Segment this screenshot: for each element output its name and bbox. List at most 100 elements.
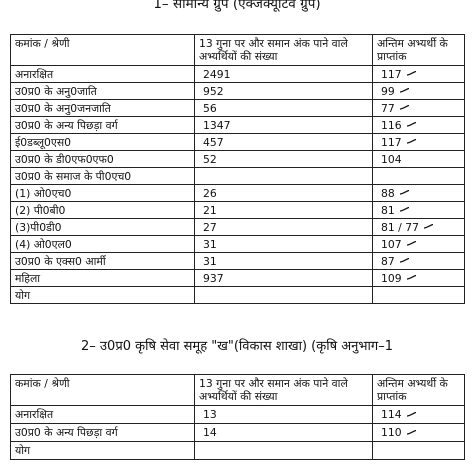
marks-cell-text: 117 (381, 135, 402, 149)
count-cell: 21 (194, 201, 373, 219)
header-marks: अन्तिम अभ्यर्थी के प्राप्तांक (372, 374, 465, 406)
check-mark-icon (406, 429, 416, 435)
table-row: (4) ओ0एल0 31 107 (10, 235, 465, 253)
count-cell-text: 52 (203, 152, 217, 166)
header-count: 13 गुना पर और समान अंक पाने वाले अभ्यर्थ… (194, 374, 373, 406)
section-2-heading: 2– उ0प्र0 कृषि सेवा समूह "ख"(विकास शाखा)… (81, 339, 393, 354)
count-cell: 26 (194, 184, 373, 202)
check-mark-icon (406, 275, 416, 280)
table-row: महिला 937 109 (10, 269, 465, 287)
table-header-row: कमांक / श्रेणी 13 गुना पर और समान अंक पा… (10, 374, 465, 406)
category-cell-text: उ0प्र0 के अन्य पिछड़ा वर्ग (15, 118, 118, 132)
check-mark-icon (406, 139, 416, 144)
count-cell: 31 (194, 235, 373, 253)
check-mark-icon (399, 190, 409, 195)
category-cell: (4) ओ0एल0 (10, 235, 195, 253)
table-row: अनारक्षित 13 114 (10, 405, 465, 424)
category-cell-text: उ0प्र0 के समाज के पी0एच0 (15, 169, 132, 183)
check-mark-icon (399, 88, 409, 93)
table-row: उ0प्र0 के अनु0जनजाति 56 77 (10, 99, 465, 117)
marks-cell: 104 (372, 150, 465, 168)
category-cell-text: योग (15, 444, 31, 457)
count-cell-text: 937 (203, 271, 224, 285)
category-cell: योग (10, 286, 195, 304)
marks-cell-text: 116 (381, 118, 402, 132)
count-cell-text: 26 (203, 186, 217, 200)
section-2-table: कमांक / श्रेणी 13 गुना पर और समान अंक पा… (10, 374, 465, 460)
marks-cell-text: 88 (381, 186, 395, 200)
category-cell: (1) ओ0एच0 (10, 184, 195, 202)
marks-cell-text: 104 (381, 152, 402, 166)
header-count: 13 गुना पर और समान अंक पाने वाले अभ्यर्थ… (194, 34, 373, 66)
table-row: उ0प्र0 के अनु0जाति 952 99 (10, 82, 465, 100)
category-cell-text: (1) ओ0एच0 (15, 186, 72, 200)
count-cell-text: 27 (203, 220, 217, 234)
count-cell: 1347 (194, 116, 373, 134)
count-cell: 2491 (194, 65, 373, 83)
marks-cell: 110 (372, 423, 465, 442)
category-cell-text: उ0प्र0 के अनु0जाति (15, 84, 97, 98)
table-row: ई0डब्लू0एस0 457 117 (10, 133, 465, 151)
check-mark-icon (423, 224, 433, 229)
category-cell-text: (3)पी0डी0 (15, 220, 62, 234)
marks-cell (372, 286, 465, 304)
count-cell: 31 (194, 252, 373, 270)
table-row: अनारक्षित 2491 117 (10, 65, 465, 83)
table-row: उ0प्र0 के एक्स0 आर्मी 31 87 (10, 252, 465, 270)
category-cell-text: उ0प्र0 के डी0एफ0एफ0 (15, 152, 114, 166)
category-cell: उ0प्र0 के डी0एफ0एफ0 (10, 150, 195, 168)
marks-cell: 109 (372, 269, 465, 287)
category-cell: उ0प्र0 के एक्स0 आर्मी (10, 252, 195, 270)
category-cell: उ0प्र0 के अनु0जनजाति (10, 99, 195, 117)
marks-cell-text: 117 (381, 67, 402, 81)
count-cell: 952 (194, 82, 373, 100)
marks-cell-text: 107 (381, 237, 402, 251)
count-cell (194, 441, 373, 460)
category-cell: योग (10, 441, 195, 460)
check-mark-icon (399, 105, 409, 110)
marks-cell-text: 110 (381, 426, 402, 439)
category-cell: ई0डब्लू0एस0 (10, 133, 195, 151)
category-cell: उ0प्र0 के अन्य पिछड़ा वर्ग (10, 116, 195, 134)
count-cell-text: 56 (203, 101, 217, 115)
marks-cell: 87 (372, 252, 465, 270)
category-cell-text: (4) ओ0एल0 (15, 237, 72, 251)
category-cell-text: योग (15, 288, 31, 302)
marks-cell-text: 81 / 77 (381, 220, 419, 234)
count-cell-text: 21 (203, 203, 217, 217)
marks-cell (372, 441, 465, 460)
check-mark-icon (406, 411, 416, 417)
header-category: कमांक / श्रेणी (10, 374, 195, 406)
count-cell-text: 2491 (203, 67, 231, 81)
category-cell: (3)पी0डी0 (10, 218, 195, 236)
category-cell-text: उ0प्र0 के एक्स0 आर्मी (15, 254, 106, 268)
header-category: कमांक / श्रेणी (10, 34, 195, 66)
marks-cell: 88 (372, 184, 465, 202)
category-cell: (2) पी0बी0 (10, 201, 195, 219)
count-cell-text: 952 (203, 84, 224, 98)
marks-cell: 81 / 77 (372, 218, 465, 236)
table-header-row: कमांक / श्रेणी 13 गुना पर और समान अंक पा… (10, 34, 465, 66)
section-1-table: कमांक / श्रेणी 13 गुना पर और समान अंक पा… (10, 34, 465, 304)
category-cell-text: अनारक्षित (15, 67, 54, 81)
marks-cell-text: 99 (381, 84, 395, 98)
category-cell-text: अनारक्षित (15, 408, 54, 421)
header-marks: अन्तिम अभ्यर्थी के प्राप्तांक (372, 34, 465, 66)
count-cell-text: 14 (203, 426, 217, 439)
category-cell-text: उ0प्र0 के अन्य पिछड़ा वर्ग (15, 426, 118, 439)
category-cell: उ0प्र0 के अनु0जाति (10, 82, 195, 100)
table-row: उ0प्र0 के अन्य पिछड़ा वर्ग 14 110 (10, 423, 465, 442)
table-row: उ0प्र0 के डी0एफ0एफ0 52 104 (10, 150, 465, 168)
category-cell: अनारक्षित (10, 65, 195, 83)
count-cell-text: 457 (203, 135, 224, 149)
table-row: योग (10, 286, 465, 304)
marks-cell-text: 81 (381, 203, 395, 217)
section-1-heading: 1– सामान्य ग्रुप (एक्जक्यूटिव ग्रुप) (153, 0, 321, 12)
category-cell: अनारक्षित (10, 405, 195, 424)
marks-cell: 107 (372, 235, 465, 253)
marks-cell: 117 (372, 65, 465, 83)
table-row: उ0प्र0 के समाज के पी0एच0 (10, 167, 465, 185)
count-cell: 937 (194, 269, 373, 287)
table-row: उ0प्र0 के अन्य पिछड़ा वर्ग 1347 116 (10, 116, 465, 134)
count-cell: 13 (194, 405, 373, 424)
